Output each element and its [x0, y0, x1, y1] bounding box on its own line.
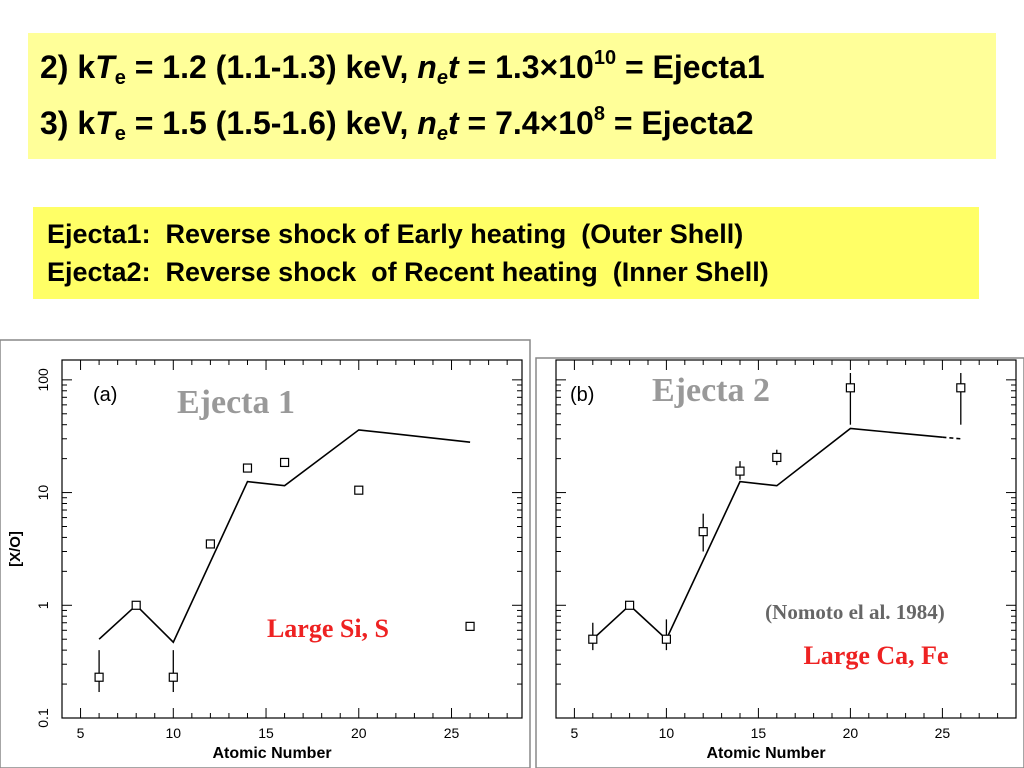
chart-a-data-point: [131, 600, 141, 610]
chart-b-data-point: [735, 466, 745, 476]
chart-b-plot-border: [555, 359, 1017, 719]
chart-b-x-tick-label: 25: [935, 725, 951, 741]
chart-a-x-tick-label: 15: [258, 725, 274, 741]
chart-b-data-point: [772, 452, 782, 463]
chart-b-panel-label: (b): [570, 384, 594, 406]
chart-b-x-tick-label: 15: [751, 725, 767, 741]
chart-b-x-tick-label: 5: [571, 725, 579, 741]
ejecta1-description: Ejecta1: Reverse shock of Early heating …: [47, 219, 744, 249]
chart-a-group: 5 10 15 20 25 0.1 1 10 100 Atomic Number [X/O] (a) E…: [0, 339, 531, 768]
chart-a-x-tick-label: 10: [166, 725, 182, 741]
ejecta2-description: Ejecta2: Reverse shock of Recent heating…: [47, 257, 769, 287]
chart-b-data-point: [624, 600, 635, 610]
chart-b-data-point: [588, 634, 598, 644]
chart-b-reference: (Nomoto el al. 1984): [765, 600, 945, 624]
ejecta-description-box: Ejecta1: Reverse shock of Early heating …: [33, 207, 979, 299]
chart-a-x-axis-label: Atomic Number: [212, 745, 331, 762]
chart-a-panel-label: (a): [93, 384, 117, 406]
chart-b-data-point: [845, 383, 856, 393]
chart-a-frame: [0, 339, 531, 768]
chart-a-data-point: [354, 485, 364, 495]
chart-b-x-tick-label: 10: [659, 725, 675, 741]
chart-a-y-tick-label: 1: [35, 601, 51, 609]
ejecta2-fit-line: 3) kTe = 1.5 (1.5-1.6) keV, net = 7.4×10…: [40, 103, 754, 145]
chart-a-y-axis-label: [X/O]: [7, 531, 24, 567]
chart-a-y-tick-label: 10: [35, 485, 51, 501]
chart-a-data-point: [465, 621, 475, 631]
abundance-charts: 5 10 15 20 25 0.1 1 10 100 Atomic Number [X/O] (a) E…: [0, 339, 1024, 768]
chart-a-data-point: [242, 463, 253, 473]
chart-a-annotation: Large Si, S: [267, 614, 389, 643]
chart-a-data-point: [168, 672, 178, 682]
ejecta1-fit-line: 2) kTe = 1.2 (1.1-1.3) keV, net = 1.3×10…: [40, 47, 765, 89]
chart-b-annotation: Large Ca, Fe: [803, 641, 948, 670]
chart-a-x-tick-label: 5: [77, 725, 85, 741]
chart-b-title: Ejecta 2: [652, 372, 770, 409]
chart-a-plot-border: [61, 359, 523, 719]
chart-b-x-axis-label: Atomic Number: [706, 745, 825, 762]
chart-b-x-tick-label: 20: [843, 725, 859, 741]
chart-a-data-point: [205, 539, 215, 549]
chart-b-group: 5 10 15 20 25 Atomic Number (b) Ejecta 2 Large C…: [535, 357, 1024, 768]
chart-a-y-tick-label: 100: [35, 368, 51, 392]
chart-b-data-point: [661, 634, 672, 644]
chart-b-model-line-dashed: [942, 436, 961, 440]
chart-a-title: Ejecta 1: [177, 384, 295, 421]
chart-a-data-point: [279, 457, 290, 468]
temperature-results-box: 2) kTe = 1.2 (1.1-1.3) keV, net = 1.3×10…: [28, 33, 996, 159]
chart-b-frame: [535, 357, 1024, 768]
chart-b-data-point: [956, 383, 966, 393]
chart-b-data-point: [698, 527, 708, 537]
chart-a-data-point: [94, 672, 104, 682]
chart-a-x-tick-label: 25: [444, 725, 460, 741]
chart-a-y-tick-label: 0.1: [35, 708, 51, 728]
chart-a-x-tick-label: 20: [351, 725, 367, 741]
